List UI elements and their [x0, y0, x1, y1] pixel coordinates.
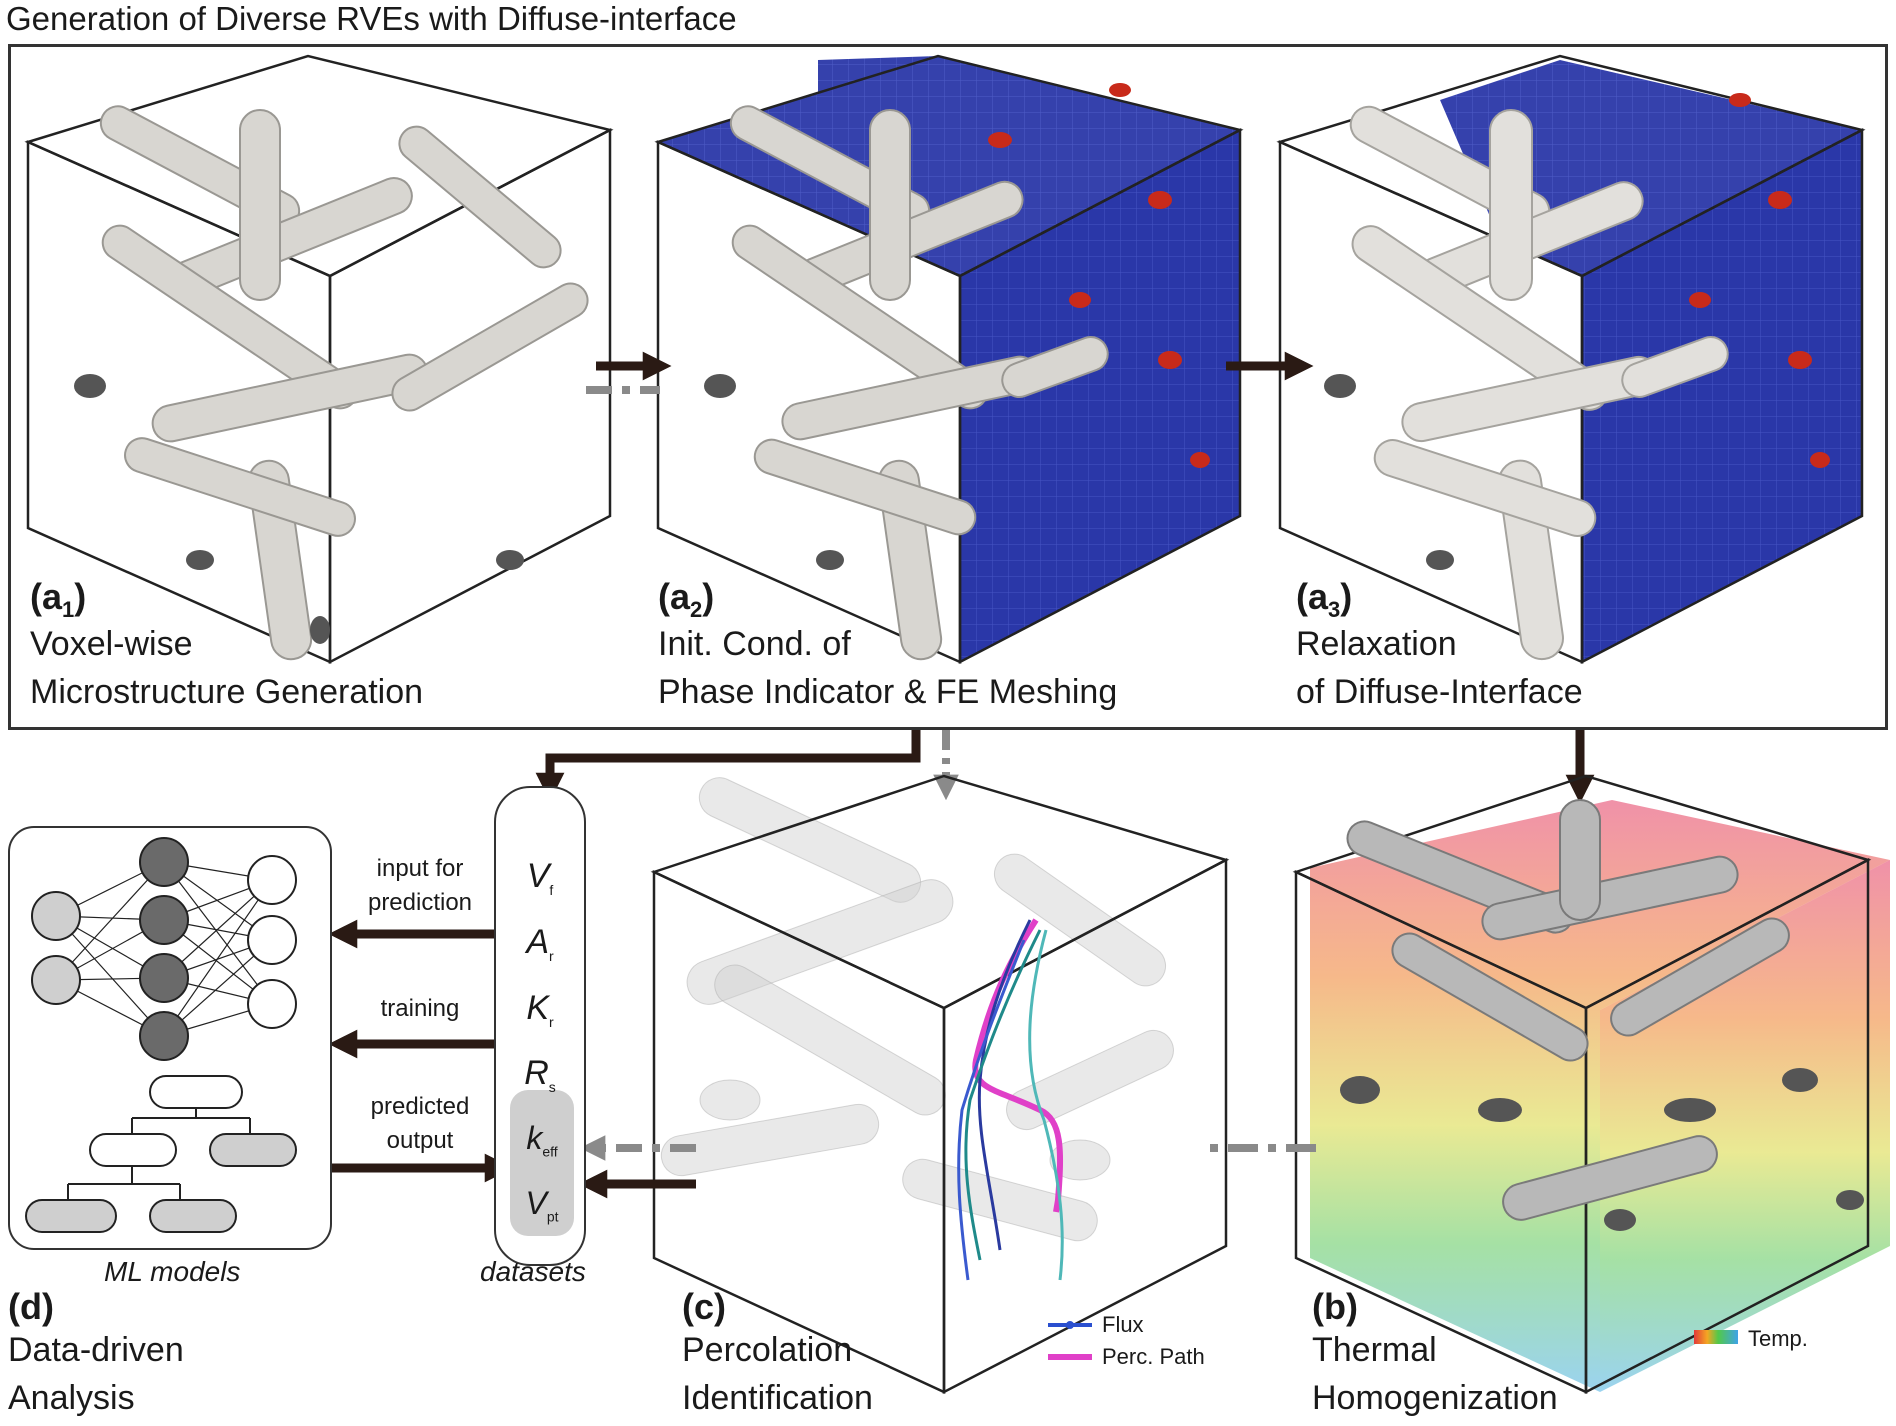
panel-a3-desc: Relaxation of Diffuse-Interface	[1296, 625, 1583, 711]
panel-b-id: (b)	[1312, 1286, 1358, 1327]
input-prediction-label: input for prediction	[367, 855, 473, 916]
panel-a3-id: (a3)	[1296, 576, 1353, 623]
cube-a3	[1276, 54, 1866, 665]
panel-c-id: (c)	[682, 1286, 726, 1327]
top-panel-frame	[8, 44, 1888, 730]
cube-a1	[24, 54, 614, 665]
cube-c	[650, 774, 1230, 1395]
flux-legend-label: Flux	[1102, 1312, 1144, 1337]
panel-d-desc: Data-driven Analysis	[8, 1331, 184, 1417]
outputs-box	[510, 1090, 574, 1236]
figure-title: Generation of Diverse RVEs with Diffuse-…	[6, 0, 737, 37]
var-keff: keff	[526, 1120, 558, 1160]
perc-path-legend-label: Perc. Path	[1102, 1344, 1205, 1369]
var-vf: Vf	[526, 857, 554, 898]
ml-models-box	[8, 826, 332, 1250]
panel-b-desc: Thermal Homogenization	[1312, 1331, 1558, 1417]
temp-legend-label: Temp.	[1748, 1326, 1808, 1351]
panel-a2-id: (a2)	[658, 576, 715, 623]
panel-a2-desc: Init. Cond. of Phase Indicator & FE Meshi…	[658, 625, 1118, 711]
var-rs: Rs	[524, 1054, 556, 1096]
cube-b	[1292, 774, 1890, 1395]
panel-a1-id: (a1)	[30, 576, 87, 623]
datasets-label: datasets	[480, 1256, 586, 1287]
predicted-output-label: predicted output	[370, 1093, 470, 1154]
temp-colorbar	[1694, 1330, 1738, 1344]
input-variables: Vf Ar Kr Rs	[498, 850, 582, 1113]
panel-d-id: (d)	[8, 1286, 54, 1327]
panel-c-desc: Percolation Identification	[682, 1331, 873, 1417]
output-variables: keff Vpt	[510, 1112, 574, 1243]
flux-legend-marker	[1066, 1321, 1074, 1329]
arrow-a2-datasets	[535, 730, 921, 802]
var-vpt: Vpt	[525, 1185, 559, 1225]
var-ar: Ar	[526, 922, 554, 964]
var-kr: Kr	[526, 988, 554, 1030]
cube-a2	[654, 54, 1244, 665]
training-label: training	[380, 995, 460, 1022]
ml-models-label: ML models	[104, 1256, 241, 1287]
panel-a1-desc: Voxel-wise Microstructure Generation	[30, 625, 424, 711]
